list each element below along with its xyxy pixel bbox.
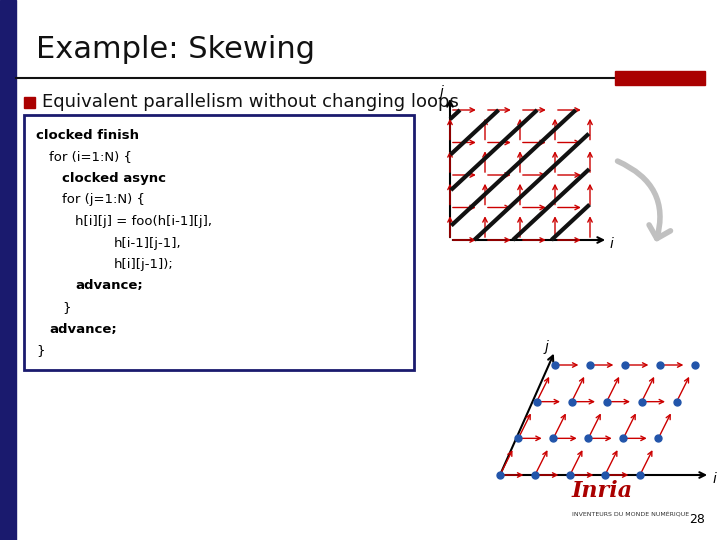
Text: j: j: [440, 85, 444, 99]
Text: clocked finish: clocked finish: [36, 129, 139, 142]
Text: clocked async: clocked async: [62, 172, 166, 185]
Text: Example: Skewing: Example: Skewing: [36, 35, 315, 64]
Text: for (j=1:N) {: for (j=1:N) {: [62, 193, 145, 206]
Text: h[i][j] = foo(h[i-1][j],: h[i][j] = foo(h[i-1][j],: [75, 215, 212, 228]
Text: h[i][j-1]);: h[i][j-1]);: [114, 258, 174, 271]
Text: }: }: [62, 301, 71, 314]
Text: for (i=1:N) {: for (i=1:N) {: [49, 151, 132, 164]
Text: h[i-1][j-1],: h[i-1][j-1],: [114, 237, 181, 249]
Bar: [24, 97, 35, 108]
FancyArrowPatch shape: [618, 161, 670, 239]
Text: advance;: advance;: [49, 322, 117, 335]
Bar: [0, 0, 16, 540]
Text: Equivalent parallelism without changing loops: Equivalent parallelism without changing …: [42, 93, 459, 111]
Text: i: i: [610, 237, 614, 251]
Text: advance;: advance;: [75, 280, 143, 293]
Text: j: j: [545, 340, 549, 354]
Text: Inria: Inria: [572, 480, 633, 502]
Text: 28: 28: [689, 513, 705, 526]
Text: }: }: [36, 344, 45, 357]
Bar: [24, 115, 414, 370]
Bar: [615, 71, 705, 85]
Text: INVENTEURS DU MONDE NUMÉRIQUE: INVENTEURS DU MONDE NUMÉRIQUE: [572, 510, 689, 516]
Text: i: i: [713, 472, 717, 486]
